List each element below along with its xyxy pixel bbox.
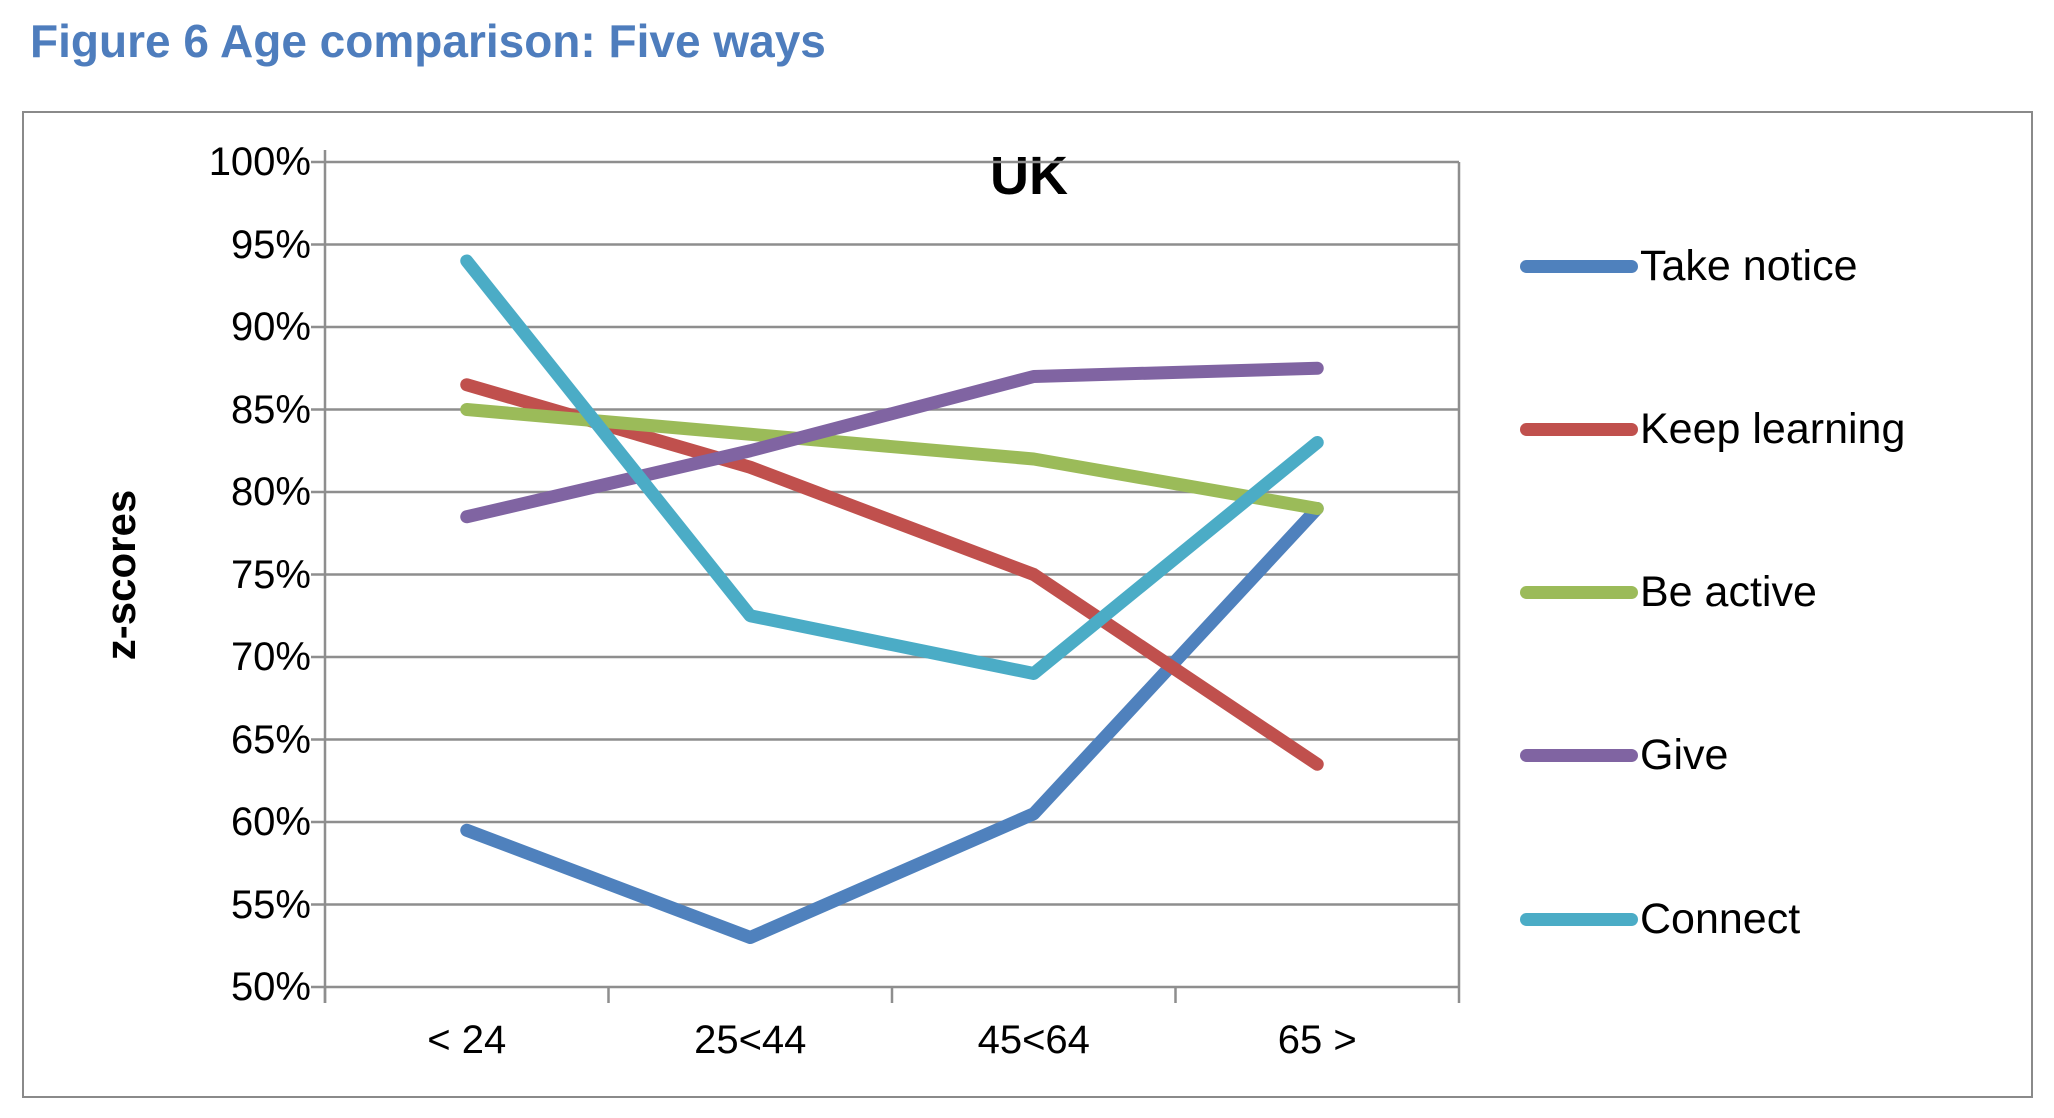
legend-color-line-be-active [1520,586,1638,599]
y-tick-label: 100% [208,140,311,184]
x-tick-label: 45<64 [977,1018,1090,1062]
y-tick-label: 85% [230,387,311,432]
legend-item-keep-learning: Keep learning [1520,402,1905,456]
y-tick-label: 90% [230,305,311,349]
y-tick-label: 60% [230,800,311,844]
x-tick-label: 25<44 [694,1018,807,1062]
legend-label: Connect [1640,894,1801,943]
legend-item-connect: Connect [1520,892,1800,946]
series-line-connect [460,254,1324,680]
figure-caption: Figure 6 Age comparison: Five ways [30,15,826,67]
x-tick-label: < 24 [427,1018,507,1062]
legend-item-be-active: Be active [1520,566,1817,620]
y-tick-label: 50% [230,965,311,1009]
legend-label: Keep learning [1640,404,1906,453]
chart-frame: UK z-scores 100% 95% 90% 85% 80% 75% 70% 65% 60%… [22,111,2033,1098]
legend-item-give: Give [1520,729,1728,783]
y-tick-label: 55% [230,882,311,927]
legend-item-take-notice: Take notice [1520,239,1858,293]
x-tick-label: 65 > [1277,1018,1357,1062]
series-line-take-notice [460,502,1324,944]
series-line-give [460,361,1324,524]
y-axis-title: z-scores [97,489,144,661]
plot-area [311,150,1461,1003]
y-tick-label: 75% [230,552,311,597]
legend-label: Give [1640,731,1729,780]
legend-label: Take notice [1640,241,1858,290]
y-tick-label: 80% [230,470,311,514]
legend-label: Be active [1640,568,1817,616]
chart-title: UK [990,146,1068,206]
y-tick-label: 70% [230,635,311,679]
y-tick-label: 95% [230,222,311,267]
legend-color-line-connect [1520,912,1638,926]
y-tick-label: 65% [230,717,311,762]
legend-color-line-give [1520,749,1638,763]
legend-color-line-take-notice [1520,259,1638,273]
series-line-be-active [460,403,1324,515]
legend-color-line-keep-learning [1520,422,1638,436]
